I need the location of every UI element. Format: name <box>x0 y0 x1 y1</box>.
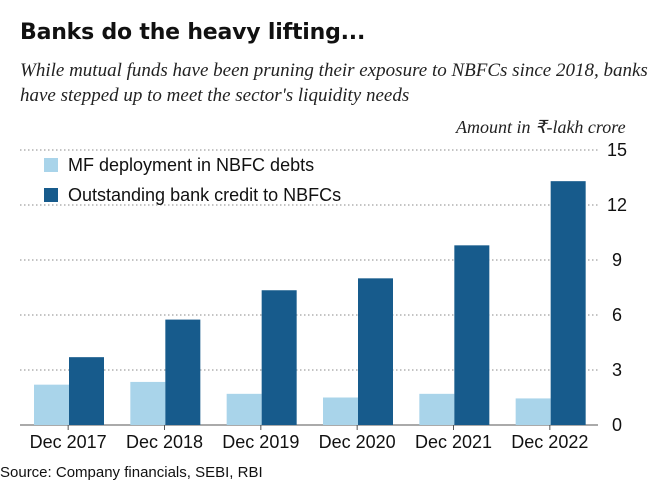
x-tick-label: Dec 2018 <box>126 432 203 452</box>
bar-chart: 0 3 6 9 12 15 Dec 2017 Dec 2018 Dec 2019 Dec 2020… <box>20 140 627 452</box>
bar-bank <box>358 278 393 425</box>
y-tick-label: 3 <box>612 360 622 380</box>
y-tick-label: 6 <box>612 305 622 325</box>
legend-label-mf: MF deployment in NBFC debts <box>68 154 315 175</box>
bar-mf <box>515 398 551 425</box>
legend-swatch-mf <box>44 158 58 172</box>
y-tick-label: 0 <box>612 415 622 435</box>
y-tick-label: 9 <box>612 250 622 270</box>
bar-bank <box>454 245 490 425</box>
bar-mf <box>419 393 455 425</box>
bar-bank <box>69 357 104 425</box>
bar-bank <box>261 290 297 425</box>
bar-mf <box>226 393 262 425</box>
y-tick-label: 15 <box>607 140 627 160</box>
legend-item-mf: MF deployment in NBFC debts <box>44 150 341 180</box>
bar-mf <box>323 397 358 425</box>
chart-subtitle: While mutual funds have been pruning the… <box>20 60 648 106</box>
bar-bank <box>165 319 201 425</box>
x-tick-label: Dec 2020 <box>319 432 396 452</box>
axis-unit-label: Amount in ₹-lakh crore <box>456 117 626 137</box>
x-tick-label: Dec 2021 <box>415 432 492 452</box>
chart-title: Banks do the heavy lifting... <box>20 20 366 45</box>
bar-mf <box>34 384 69 425</box>
y-tick-label: 12 <box>607 195 627 215</box>
x-tick-label: Dec 2022 <box>511 432 588 452</box>
source-note: Source: Company financials, SEBI, RBI <box>0 464 263 481</box>
x-tick-label: Dec 2019 <box>222 432 299 452</box>
legend-swatch-bank <box>44 188 58 202</box>
x-tick-label: Dec 2017 <box>30 432 107 452</box>
legend-label-bank: Outstanding bank credit to NBFCs <box>68 184 342 205</box>
legend: MF deployment in NBFC debts Outstanding … <box>44 150 341 210</box>
bar-mf <box>130 381 166 425</box>
bar-bank <box>550 181 586 425</box>
legend-item-bank: Outstanding bank credit to NBFCs <box>44 180 341 210</box>
